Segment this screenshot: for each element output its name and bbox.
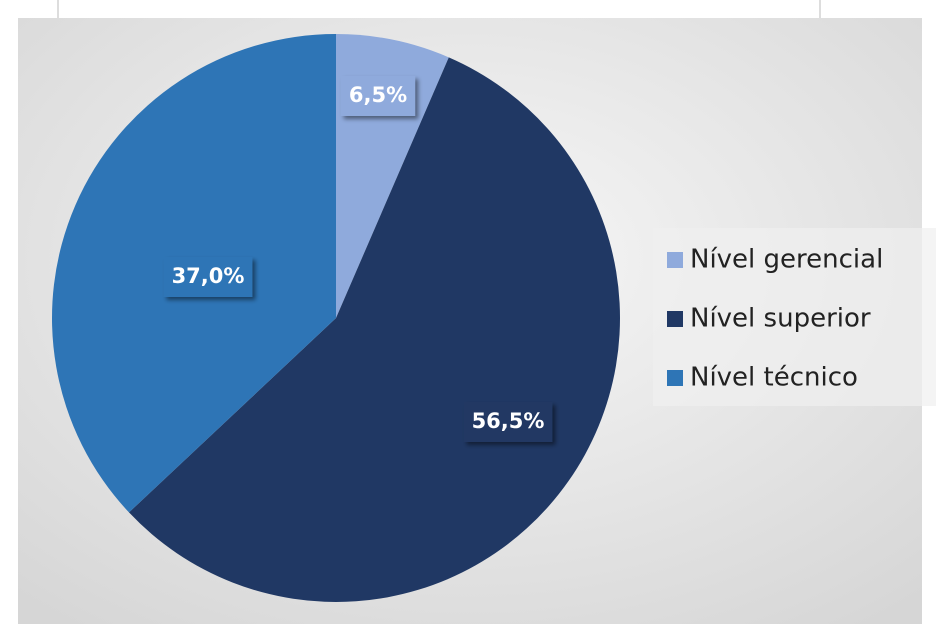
legend-swatch: [667, 370, 683, 386]
legend-label: Nível técnico: [690, 363, 858, 393]
legend-swatch: [667, 252, 683, 268]
legend-label: Nível superior: [690, 304, 871, 334]
data-label: 56,5%: [472, 409, 545, 433]
data-label-box: [163, 257, 253, 297]
data-label-box: [340, 76, 416, 116]
legend-box: [653, 228, 936, 406]
data-label: 37,0%: [172, 264, 245, 288]
data-label: 6,5%: [349, 83, 407, 107]
legend-swatch: [667, 311, 683, 327]
pie-slice: [128, 57, 621, 603]
data-label-box: [463, 402, 553, 442]
legend-label: Nível gerencial: [690, 245, 883, 275]
